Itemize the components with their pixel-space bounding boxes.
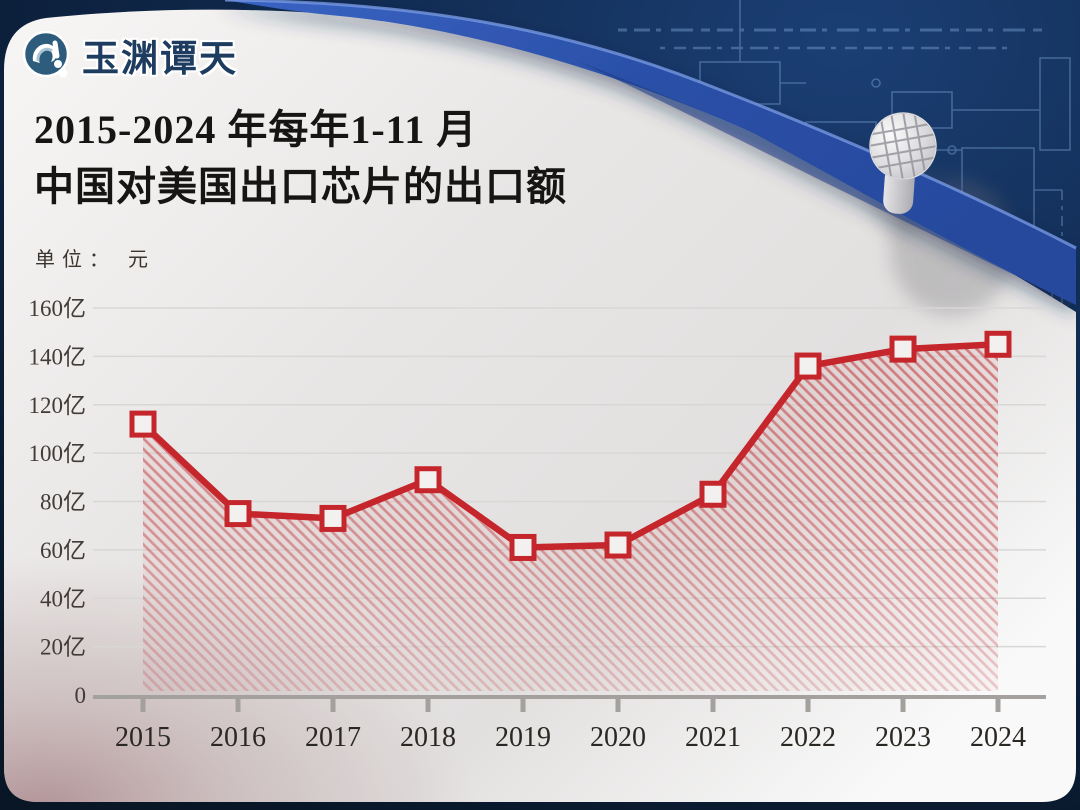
data-point-marker [889,335,917,363]
silicon-wafer-icon [867,110,939,214]
y-tick-label: 20亿 [40,635,86,660]
title-line-1: 2015-2024 年每年1-11 月 [34,107,478,152]
unit-label: 单位： 元 [35,249,155,271]
y-tick-label: 80亿 [40,490,86,515]
logo-text: 玉渊谭天 [82,39,238,80]
area-hatch-fill [143,344,998,691]
data-point-marker [984,330,1012,358]
series-line [139,341,1002,551]
x-tick-label: 2023 [875,722,931,753]
y-tick-label: 160亿 [29,296,87,321]
x-tick-label: 2021 [685,722,741,753]
y-tick-label: 120亿 [29,393,87,418]
data-point-marker [129,410,157,438]
data-point-marker [224,500,252,528]
y-tick-label-zero: 0 [75,683,87,708]
y-tick-label: 60亿 [40,538,86,563]
ribbon-banner [224,0,1077,305]
y-tick-label: 40亿 [40,586,86,611]
x-tick-label: 2022 [780,722,836,753]
x-tick-label: 2024 [970,722,1026,753]
x-tick-label: 2017 [305,722,361,753]
data-point-marker [414,466,442,494]
x-tick-label: 2020 [590,722,646,753]
data-point-marker [604,531,632,559]
data-point-marker [794,352,822,380]
x-tick-label: 2015 [115,722,171,753]
data-point-marker [699,480,727,508]
title-line-2: 中国对美国出口芯片的出口额 [34,163,567,209]
x-tick-label: 2019 [495,722,551,753]
x-tick-label: 2016 [210,722,266,753]
x-tick-label: 2018 [400,722,456,753]
data-point-marker [509,533,537,561]
y-tick-label: 140亿 [29,344,87,369]
data-point-marker [319,504,347,532]
brand-logo: 玉渊谭天 [22,28,238,82]
logo-wave-icon [22,30,70,78]
y-tick-label: 100亿 [29,441,87,466]
page-title: 2015-2024 年每年1-11 月 中国对美国出口芯片的出口额 [34,102,567,216]
